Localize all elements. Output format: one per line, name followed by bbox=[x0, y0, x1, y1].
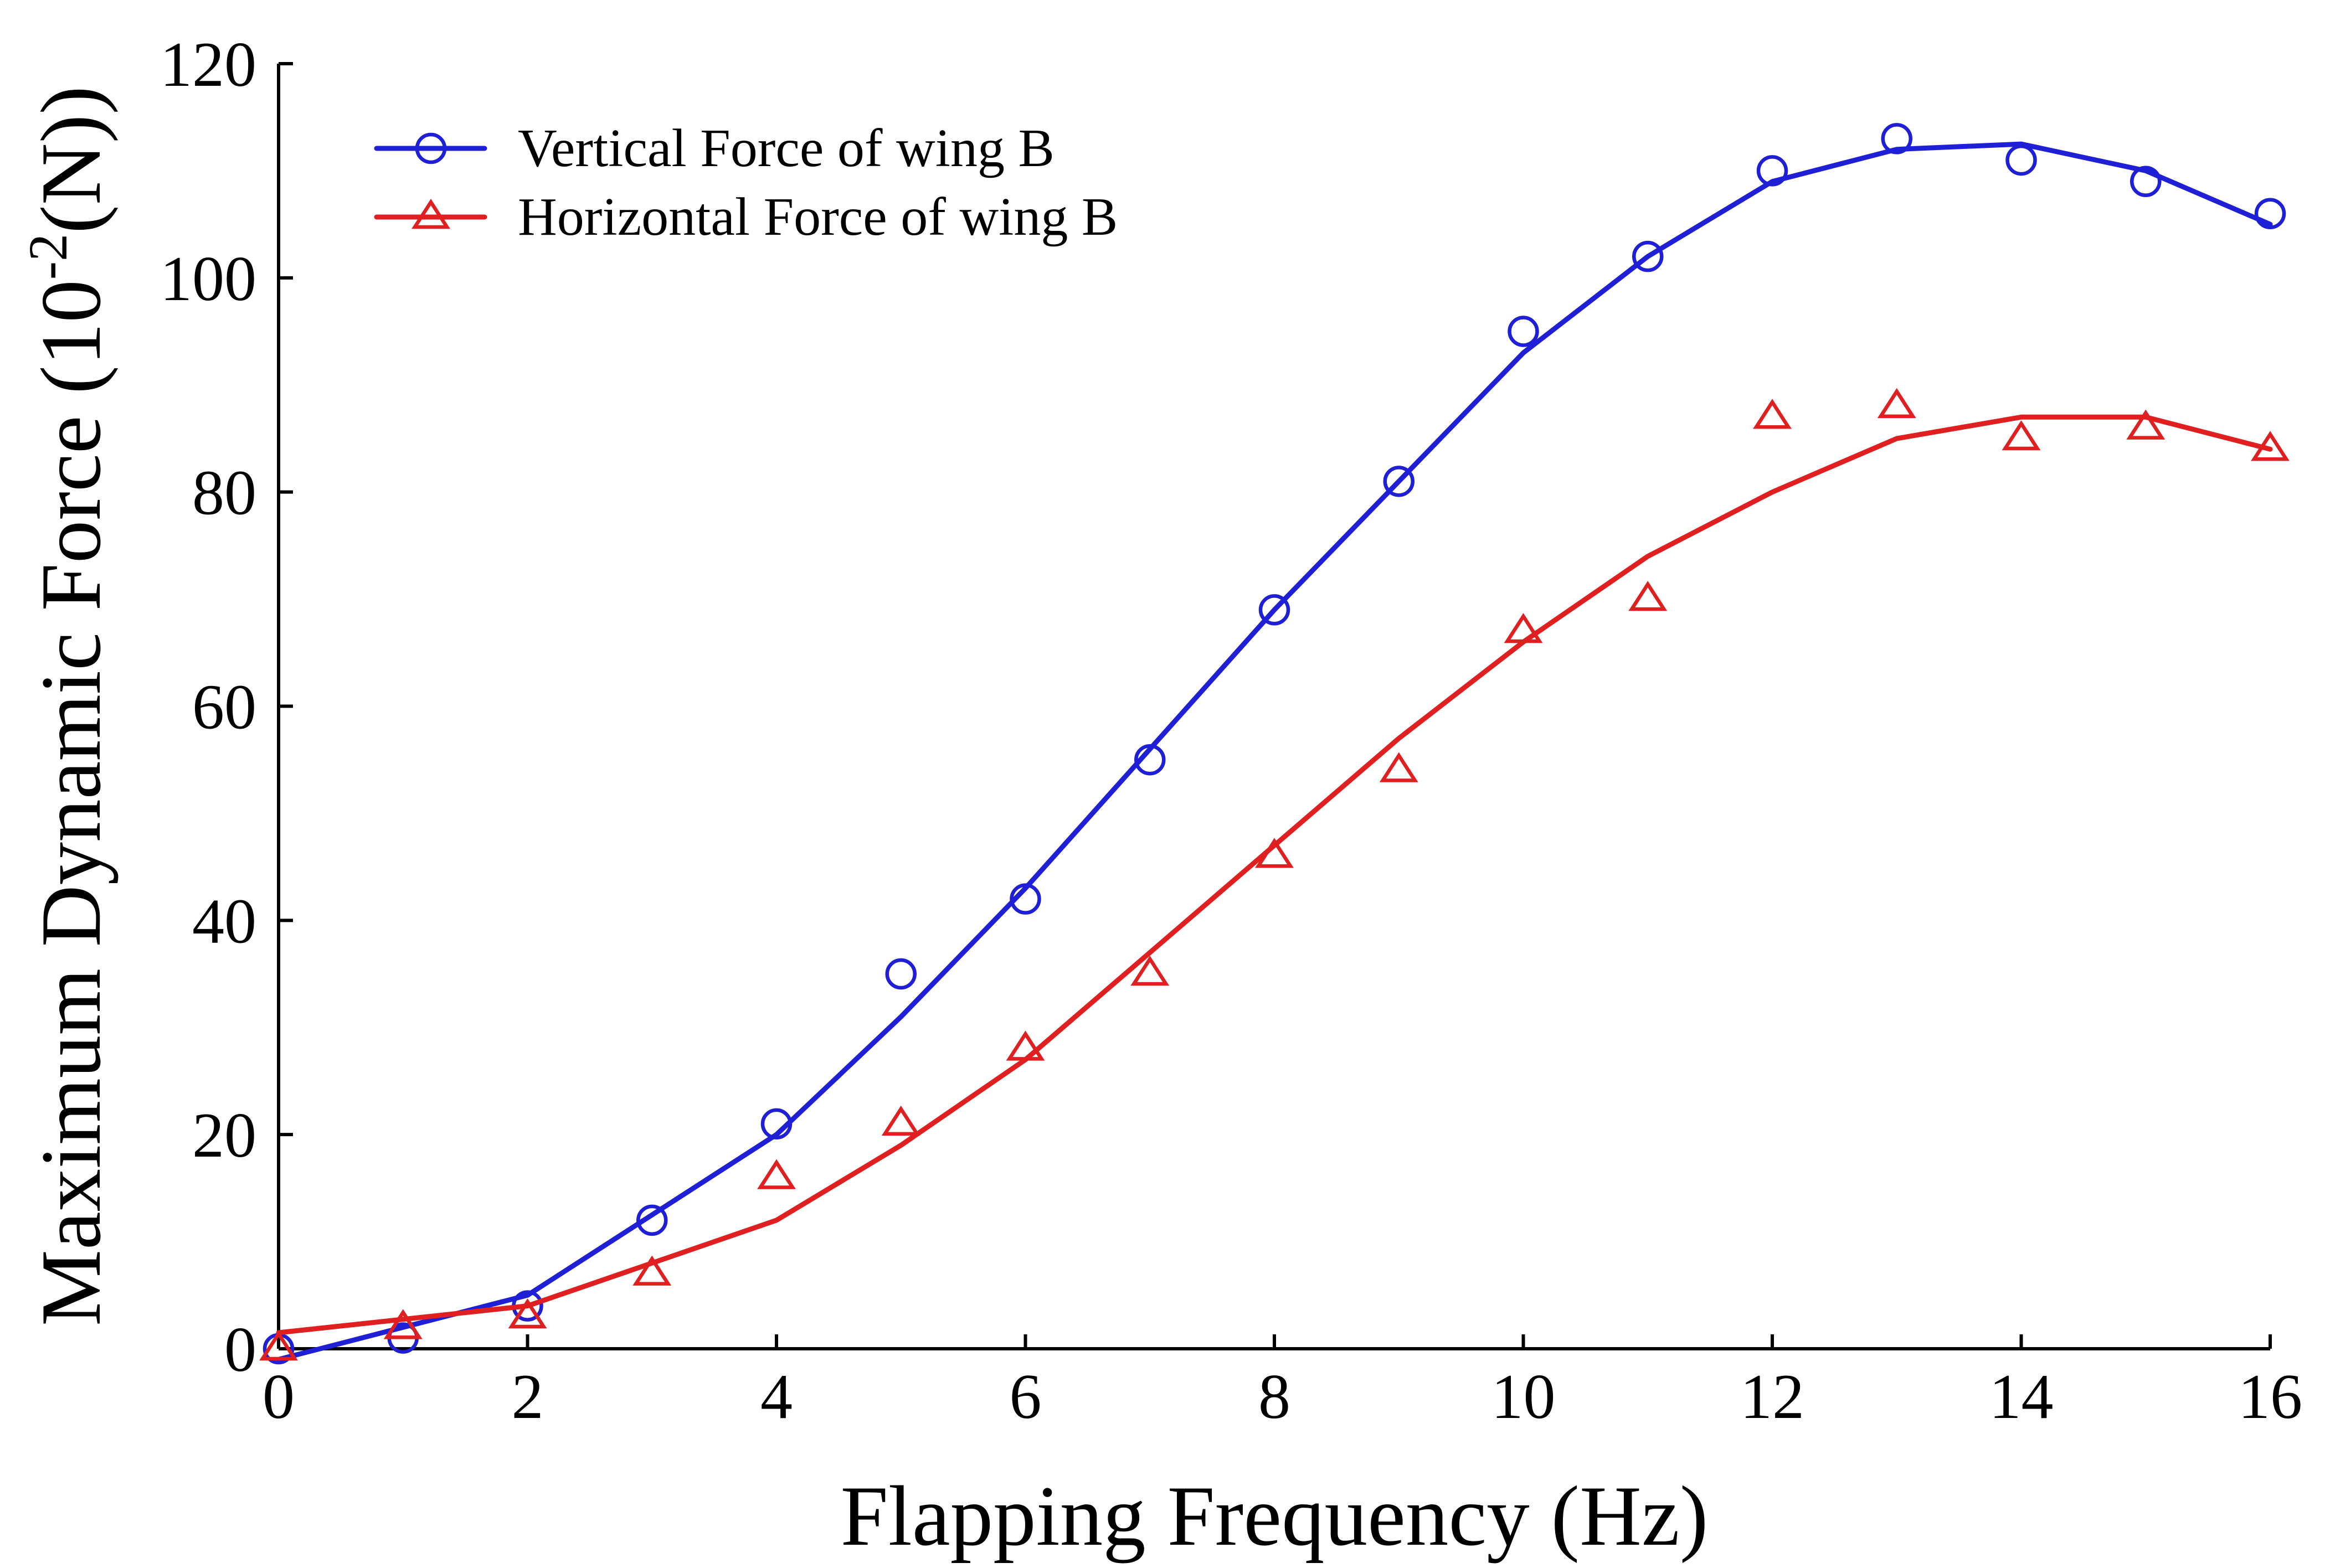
data-point bbox=[636, 1204, 668, 1236]
y-axis-title-suffix: (N)) bbox=[23, 86, 119, 234]
data-point bbox=[259, 1330, 298, 1361]
data-point bbox=[1134, 744, 1166, 776]
y-tick-label: 40 bbox=[192, 886, 256, 957]
data-point bbox=[2002, 420, 2041, 451]
data-point bbox=[2126, 409, 2166, 440]
y-axis-title-exponent: -2 bbox=[17, 234, 79, 280]
x-tick-label: 8 bbox=[1258, 1361, 1290, 1432]
data-point bbox=[760, 1108, 793, 1140]
x-tick-label: 6 bbox=[1010, 1361, 1042, 1432]
data-point bbox=[1881, 123, 1912, 154]
legend: Vertical Force of wing B Horizontal Forc… bbox=[374, 118, 1118, 247]
series-vertical bbox=[263, 123, 2286, 1365]
data-point bbox=[881, 1105, 920, 1136]
x-tick-label: 0 bbox=[263, 1361, 295, 1432]
fit-line bbox=[276, 414, 2273, 1335]
data-point bbox=[1753, 399, 1792, 429]
data-point bbox=[757, 1159, 796, 1189]
axes bbox=[277, 64, 2270, 1350]
y-tick-label: 60 bbox=[192, 672, 256, 743]
y-tick-label: 20 bbox=[192, 1100, 256, 1171]
x-tick-label: 10 bbox=[1491, 1361, 1556, 1432]
legend-label-horizontal: Horizontal Force of wing B bbox=[518, 187, 1118, 247]
tick-labels: 0 2 4 6 8 10 12 14 16 0 20 40 60 80 100 120 bbox=[160, 29, 2302, 1432]
legend-marker-horizontal bbox=[412, 199, 450, 229]
y-axis-title: Maximum Dynamic Force (10-2(N)) bbox=[17, 86, 119, 1326]
legend-marker-vertical bbox=[415, 132, 447, 164]
data-point bbox=[1379, 752, 1418, 782]
series-horizontal bbox=[259, 388, 2290, 1361]
data-point bbox=[1130, 956, 1170, 986]
x-axis-title: Flapping Frequency (Hz) bbox=[841, 1468, 1709, 1564]
x-tick-label: 4 bbox=[760, 1361, 793, 1432]
data-point bbox=[1010, 883, 1041, 915]
y-tick-label: 0 bbox=[224, 1314, 256, 1385]
data-point bbox=[2251, 431, 2290, 461]
data-point bbox=[1628, 581, 1668, 611]
data-point bbox=[1756, 155, 1788, 187]
y-tick-label: 100 bbox=[160, 244, 256, 314]
data-point bbox=[383, 1309, 423, 1339]
data-point bbox=[1383, 466, 1415, 497]
y-axis-title-prefix: Maximum Dynamic Force (10 bbox=[23, 280, 119, 1326]
legend-label-vertical: Vertical Force of wing B bbox=[518, 118, 1055, 178]
x-tick-label: 14 bbox=[1989, 1361, 2054, 1432]
data-point bbox=[2130, 166, 2162, 198]
x-tick-label: 2 bbox=[512, 1361, 544, 1432]
data-point bbox=[2254, 198, 2286, 230]
data-point bbox=[1508, 316, 1539, 347]
y-tick-label: 120 bbox=[160, 29, 256, 100]
data-point bbox=[1255, 838, 1294, 868]
y-tick-label: 80 bbox=[192, 458, 256, 529]
x-tick-label: 16 bbox=[2238, 1361, 2302, 1432]
data-point bbox=[1006, 1030, 1045, 1061]
x-tick-label: 12 bbox=[1740, 1361, 1804, 1432]
data-point bbox=[1504, 613, 1543, 643]
data-point bbox=[1877, 388, 1916, 419]
data-point bbox=[1632, 240, 1664, 272]
series-layer bbox=[259, 123, 2290, 1365]
data-point bbox=[2005, 144, 2037, 176]
data-point bbox=[508, 1298, 547, 1329]
data-point bbox=[1258, 594, 1290, 626]
data-point bbox=[885, 958, 917, 990]
fit-line bbox=[276, 141, 2273, 1362]
ticks bbox=[277, 62, 2272, 1350]
data-point bbox=[632, 1255, 672, 1286]
